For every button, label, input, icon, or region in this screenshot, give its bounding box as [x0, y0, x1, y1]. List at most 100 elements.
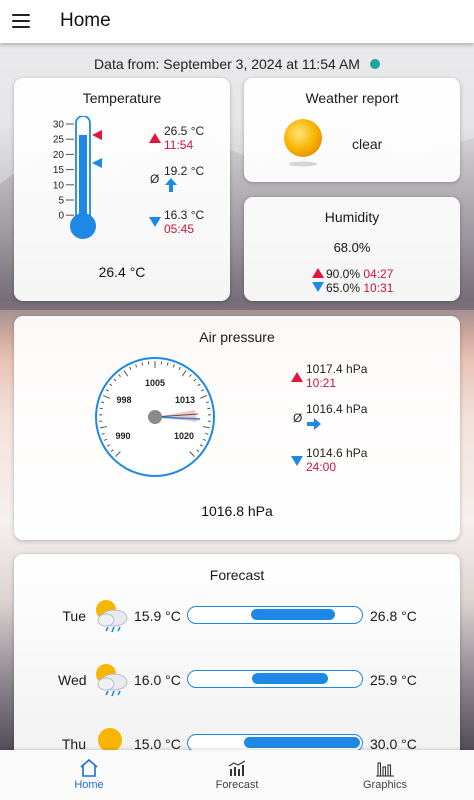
temperature-card[interactable]: Temperature 30 25 20 15 10 5 0 26.5 °C 11:54 Ø… — [14, 78, 230, 301]
forecast-day: Tue — [62, 608, 86, 624]
gauge-tick — [202, 426, 211, 429]
nav-label-graphics: Graphics — [362, 779, 408, 791]
forecast-min-temp: 15.0 °C — [134, 736, 181, 752]
nav-label-home: Home — [74, 779, 104, 791]
sun-icon — [98, 728, 122, 752]
air-pressure-card[interactable]: Air pressure 1005 998 1013 990 1020 1017… — [14, 316, 460, 540]
thermo-tick-label: 10 — [53, 180, 65, 191]
arrow-right-icon — [307, 418, 321, 430]
forecast-range-bar — [187, 606, 363, 624]
weather-title: Weather report — [305, 90, 399, 106]
gauge-tick — [202, 438, 207, 441]
gauge-tick — [193, 378, 197, 382]
humidity-title: Humidity — [324, 209, 380, 225]
gauge-tick — [129, 366, 132, 371]
avg-symbol: Ø — [293, 411, 303, 425]
forecast-card[interactable]: Forecast Tue 15.9 °C 26.8 °C Wed 16.0 °C… — [14, 554, 460, 784]
low-arrow-icon — [291, 456, 303, 466]
gauge-label-bottom-left: 990 — [115, 431, 130, 441]
forecast-day: Wed — [58, 672, 87, 688]
forecast-row[interactable]: Thu 15.0 °C 30.0 °C — [14, 726, 460, 762]
gauge-tick — [135, 364, 138, 368]
gauge-tick — [200, 395, 207, 399]
high-arrow-icon — [312, 268, 324, 278]
weather-report-card[interactable]: Weather report clear — [244, 78, 460, 182]
gauge-tick — [197, 383, 201, 387]
forecast-max-temp: 30.0 °C — [370, 736, 417, 752]
gauge-tick — [101, 432, 105, 435]
humidity-low: 65.0% 10:31 — [312, 281, 393, 295]
high-arrow-icon — [149, 133, 161, 143]
gauge-tick — [178, 366, 181, 371]
pressure-title: Air pressure — [199, 329, 275, 345]
temp-low-value: 16.3 °C — [164, 208, 205, 222]
low-arrow-icon — [149, 217, 161, 227]
forecast-row[interactable]: Wed 16.0 °C 25.9 °C — [14, 662, 460, 698]
gauge-tick — [109, 383, 113, 387]
gauge-tick — [181, 370, 187, 377]
nav-item-home[interactable]: Home — [10, 750, 168, 800]
pressure-low-value: 1014.6 hPa — [306, 446, 368, 460]
humidity-card[interactable]: Humidity 68.0% 90.0% 04:27 65.0% 10:31 — [244, 197, 460, 301]
nav-item-forecast[interactable]: Forecast — [158, 750, 316, 800]
low-arrow-icon — [312, 282, 324, 292]
temp-low-marker — [92, 158, 102, 168]
barometer-gauge: 1005 998 1013 990 1020 — [95, 357, 215, 477]
gauge-tick — [115, 451, 121, 457]
temp-current-value: 26.4 °C — [98, 264, 146, 280]
gauge-tick — [141, 362, 144, 366]
gauge-tick — [123, 370, 129, 377]
high-arrow-icon — [291, 372, 303, 382]
gauge-tick — [196, 449, 200, 453]
gauge-tick — [205, 401, 210, 404]
cloud-sun-rain-icon — [96, 600, 128, 633]
temp-high-time: 11:54 — [164, 138, 194, 152]
forecast-min-temp: 15.9 °C — [134, 608, 181, 624]
pressure-high-value: 1017.4 hPa — [306, 362, 368, 376]
thermo-tick-label: 30 — [53, 120, 65, 131]
cloud-sun-rain-icon — [96, 664, 128, 697]
nav-item-graphics[interactable]: Graphics — [306, 750, 464, 800]
avg-symbol: Ø — [150, 172, 160, 186]
temp-high-value: 26.5 °C — [164, 124, 205, 138]
pressure-high-time: 10:21 — [306, 376, 337, 390]
gauge-tick — [200, 389, 205, 392]
forecast-max-temp: 25.9 °C — [370, 672, 417, 688]
bottom-navigation: Home Forecast Graphics — [0, 750, 474, 800]
menu-icon[interactable] — [12, 14, 30, 28]
forecast-min-temp: 16.0 °C — [134, 672, 181, 688]
home-icon — [80, 759, 98, 777]
thermo-tick-label: 5 — [58, 196, 64, 207]
gauge-tick — [205, 432, 209, 435]
forecast-range-fill — [251, 609, 336, 620]
bar-chart-icon — [376, 762, 394, 777]
forecast-max-temp: 26.8 °C — [370, 608, 417, 624]
data-timestamp: Data from: September 3, 2024 at 11:54 AM — [0, 56, 474, 72]
pressure-low-time: 24:00 — [306, 460, 337, 474]
gauge-tick — [106, 444, 111, 447]
nav-label-forecast: Forecast — [215, 779, 259, 791]
humidity-low-time: 10:31 — [363, 281, 394, 295]
gauge-tick — [105, 389, 110, 392]
gauge-tick — [189, 374, 192, 378]
thermometer-gauge: 30 25 20 15 10 5 0 — [53, 116, 102, 239]
data-timestamp-text: Data from: September 3, 2024 at 11:54 AM — [94, 56, 360, 72]
gauge-tick — [166, 362, 169, 366]
forecast-row[interactable]: Tue 15.9 °C 26.8 °C — [14, 598, 460, 634]
temperature-title: Temperature — [82, 90, 162, 106]
arrow-up-icon — [165, 178, 177, 192]
humidity-low-value: 65.0% — [326, 281, 361, 295]
gauge-tick — [103, 438, 108, 441]
gauge-tick — [113, 378, 117, 382]
status-dot-icon — [369, 59, 380, 69]
pressure-current-value: 1016.8 hPa — [201, 503, 273, 519]
thermo-tick-label: 15 — [53, 165, 65, 176]
forecast-range-bar — [187, 670, 363, 688]
app-bar: Home — [0, 0, 474, 43]
thermo-tick-label: 20 — [53, 150, 65, 161]
gauge-tick — [118, 374, 121, 378]
gauge-tick — [110, 449, 114, 453]
gauge-label-right: 1013 — [175, 395, 195, 405]
gauge-tick — [103, 395, 110, 399]
forecast-range-fill — [251, 673, 329, 684]
